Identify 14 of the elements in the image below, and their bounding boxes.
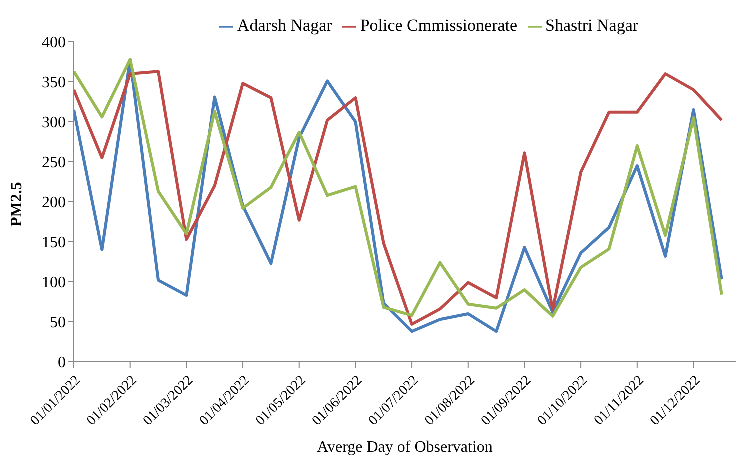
y-tick-label: 250 (42, 154, 66, 172)
y-tick-label: 200 (42, 194, 66, 212)
y-axis-title: PM2.5 (8, 182, 26, 227)
legend-label: Shastri Nagar (546, 16, 639, 35)
y-tick-label: 50 (50, 314, 66, 332)
y-tick-label: 350 (42, 74, 66, 92)
legend-label: Adarsh Nagar (237, 16, 332, 35)
y-tick-label: 300 (42, 114, 66, 132)
y-tick-label: 400 (42, 34, 66, 52)
y-tick-label: 150 (42, 234, 66, 252)
x-axis-title: Averge Day of Observation (317, 439, 493, 456)
legend-label: Police Cmmissionerate (360, 16, 518, 35)
y-tick-label: 100 (42, 274, 66, 292)
y-tick-label: 0 (58, 354, 66, 372)
